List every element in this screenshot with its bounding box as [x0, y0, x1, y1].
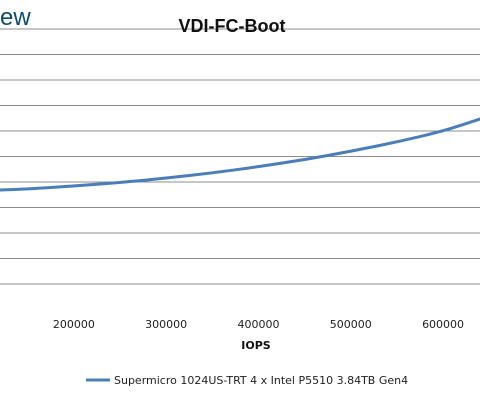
gridlines — [0, 28, 480, 285]
x-tick-label: 400000 — [237, 318, 279, 331]
legend-label: Supermicro 1024US-TRT 4 x Intel P5510 3.… — [114, 374, 408, 387]
x-tick-label: 200000 — [53, 318, 95, 331]
x-tick-label: 500000 — [330, 318, 372, 331]
series-line — [0, 117, 480, 192]
chart-title: VDI-FC-Boot — [179, 16, 286, 36]
logo-watermark: ew — [0, 4, 31, 31]
x-axis-label: IOPS — [241, 339, 271, 352]
legend: Supermicro 1024US-TRT 4 x Intel P5510 3.… — [86, 374, 408, 387]
x-tick-label: 600000 — [422, 318, 464, 331]
series-group — [0, 117, 480, 192]
x-axis-ticks: 200000 300000 400000 500000 600000 — [53, 318, 464, 331]
x-tick-label: 300000 — [145, 318, 187, 331]
